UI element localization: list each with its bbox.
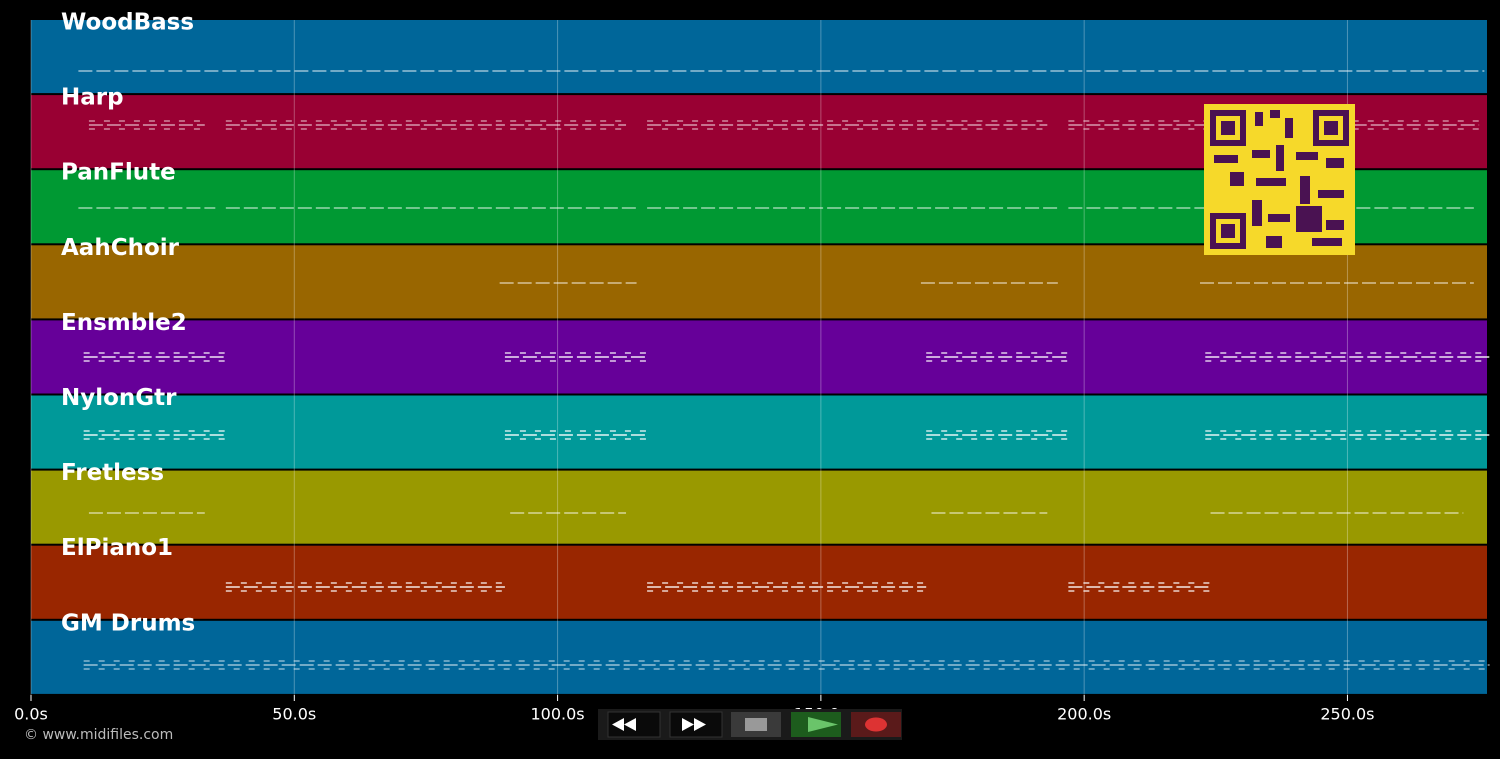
track-name: Harp — [61, 85, 124, 111]
tick-label: 50.0s — [272, 705, 316, 724]
qr-code — [1204, 104, 1355, 255]
track-name: Ensmble2 — [61, 310, 187, 336]
track-name: ElPiano1 — [61, 535, 173, 561]
track-lane — [31, 245, 1487, 319]
record-button[interactable] — [851, 712, 901, 737]
tick-label: 100.0s — [531, 705, 585, 724]
track-name: Fretless — [61, 460, 164, 486]
tick-label: 200.0s — [1057, 705, 1111, 724]
track-labels: WoodBass Harp PanFlute AahChoir Ensmble2 Nylo… — [61, 10, 195, 637]
track-name: NylonGtr — [61, 385, 177, 411]
fast-forward-button[interactable] — [669, 711, 723, 738]
tick-label: 0.0s — [14, 705, 48, 724]
track-lane — [31, 20, 1487, 94]
track-lane — [31, 395, 1487, 469]
notes — [78, 70, 1490, 670]
track-name: WoodBass — [61, 10, 194, 36]
rewind-button[interactable] — [607, 711, 661, 738]
play-button[interactable] — [791, 712, 841, 737]
track-name: GM Drums — [61, 610, 195, 636]
track-lane — [31, 545, 1487, 619]
tick-label: 250.0s — [1320, 705, 1374, 724]
track-name: PanFlute — [61, 160, 176, 186]
track-lane — [31, 470, 1487, 544]
stop-button[interactable] — [731, 712, 781, 737]
transport-controls — [598, 709, 902, 740]
track-lane — [31, 620, 1487, 694]
copyright: © www.midifiles.com — [24, 727, 173, 743]
track-name: AahChoir — [61, 235, 180, 261]
